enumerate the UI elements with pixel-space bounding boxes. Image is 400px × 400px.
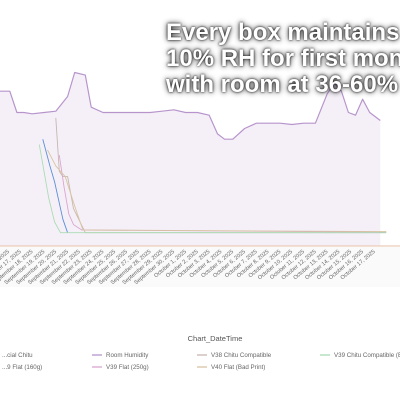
legend-label: V40 Flat (Bad Print) <box>211 364 265 371</box>
series-line-room-humidity <box>0 71 381 140</box>
tick-band <box>0 247 400 287</box>
caption-line-3: with room at 36-60% <box>166 71 399 98</box>
caption-line-2: 10% RH for first mon <box>166 45 400 72</box>
legend-label: Room Humidity <box>106 352 149 359</box>
legend-label: V39 Flat (250g) <box>106 364 149 371</box>
x-axis-label: Chart_DateTime <box>188 334 243 343</box>
legend: ...cial Chitu Room Humidity V38 Chitu Comp… <box>2 352 400 371</box>
room-humidity-area <box>0 72 381 246</box>
room-fill-layer <box>0 72 400 287</box>
series-line-v39-chitu-compatible-e <box>38 144 387 234</box>
legend-label: V39 Chitu Compatible (E <box>334 352 400 359</box>
legend-label: ...9 Flat (160g) <box>2 364 42 371</box>
legend-label: ...cial Chitu <box>2 352 33 359</box>
caption-line-1: Every box maintains <box>166 19 400 46</box>
series-line-v39-flat-160g <box>42 139 69 233</box>
series-lines <box>0 71 387 234</box>
caption-overlay: Every box maintains 10% RH for first mon… <box>166 20 400 98</box>
series-line-v40-flat-bad-print <box>47 149 387 233</box>
legend-label: V38 Chitu Compatible <box>211 352 272 359</box>
